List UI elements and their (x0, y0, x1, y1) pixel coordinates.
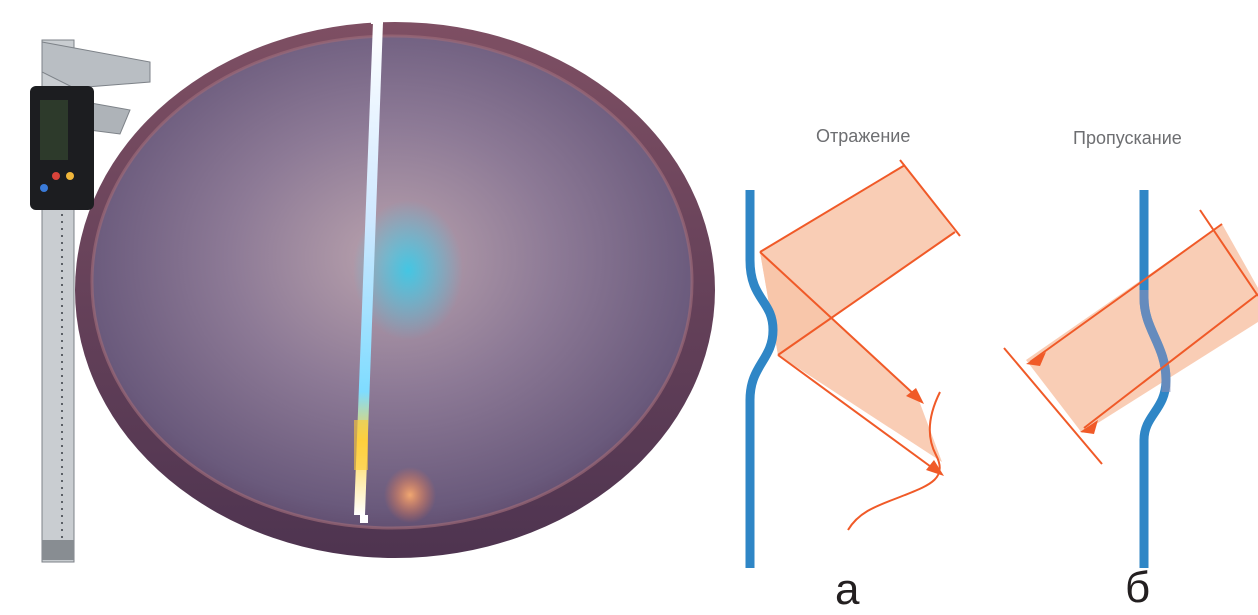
transmission-arrowhead-lower (1080, 420, 1098, 434)
transmission-beam (1026, 224, 1258, 433)
transmission-arrowhead-upper (1026, 352, 1046, 366)
transmission-edge-upper (1029, 223, 1223, 363)
caliper-button-blue (40, 184, 48, 192)
diffraction-streak (354, 22, 383, 515)
plate-bottom-marker (360, 515, 368, 523)
transmission-hologram-overlap (1139, 290, 1171, 392)
reflection-caption: Отражение (816, 126, 911, 146)
hologram-plate-photo (75, 16, 715, 558)
transmission-caption: Пропускание (1073, 128, 1182, 148)
transmission-edge-lower (1083, 293, 1258, 429)
reflection-arrowhead-upper (906, 388, 924, 404)
reflection-incident-edge-upper (759, 164, 906, 253)
reflection-arrowhead-lower (926, 460, 944, 476)
transmission-wavefront-left (1003, 347, 1103, 465)
transmission-diagram (1003, 190, 1258, 568)
reflection-wave-curve (847, 391, 941, 531)
plate-glow-warm (384, 467, 436, 523)
streak-color-band (354, 420, 368, 470)
caliper-photo (30, 39, 151, 563)
plate-inner-edge (90, 34, 694, 530)
plate-glow-cyan (353, 200, 463, 340)
panel-label-a: а (835, 565, 860, 614)
caliper-button-yellow (66, 172, 74, 180)
reflection-hologram-layer (745, 190, 778, 568)
reflection-incident-edge-lower (777, 231, 956, 356)
panel-label-b: б (1125, 563, 1151, 612)
caliper-jaw-top (41, 41, 151, 89)
reflection-reflected-beam (760, 252, 942, 462)
caliper-display (40, 100, 68, 160)
plate-top-marker (371, 16, 383, 24)
reflection-reflected-edge-upper (759, 251, 919, 399)
reflection-diagram (745, 159, 961, 568)
caliper-button-red (52, 172, 60, 180)
transmission-wavefront-right (1199, 209, 1258, 297)
caliper-end (42, 540, 74, 560)
reflection-wavefront (899, 159, 961, 237)
reflection-reflected-edge-lower (777, 354, 939, 473)
